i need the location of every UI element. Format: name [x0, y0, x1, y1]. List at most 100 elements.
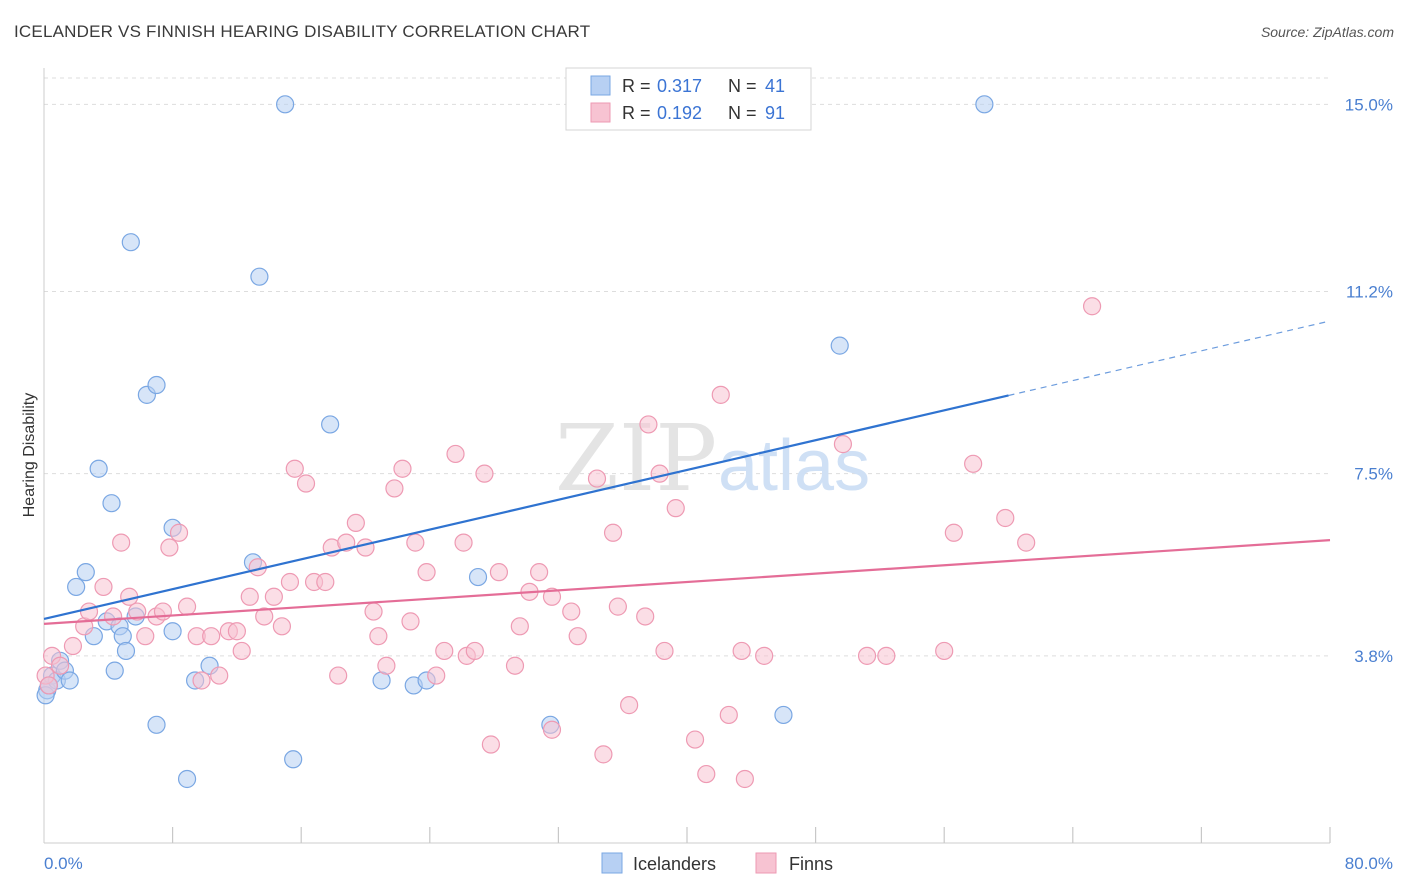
- y-tick-label: 3.8%: [1354, 647, 1393, 666]
- finn-point: [1082, 297, 1102, 316]
- legend-n-value-2: 91: [765, 103, 785, 123]
- watermark: ZIP atlas: [555, 405, 870, 512]
- finn-point: [364, 602, 383, 621]
- finn-point: [608, 597, 627, 616]
- trend-lines: [43, 320, 1331, 625]
- finn-point: [169, 523, 189, 542]
- finn-point: [944, 523, 963, 542]
- legend-swatch-icelanders: [590, 75, 611, 96]
- finn-point: [530, 563, 549, 582]
- legend-r-label-2: R =: [622, 103, 651, 123]
- finn-point: [63, 636, 83, 656]
- legend-r-value-2: 0.192: [657, 103, 702, 123]
- y-axis-label: Hearing Disability: [21, 393, 38, 518]
- icelander-point: [975, 95, 994, 114]
- icelander-point: [113, 627, 132, 646]
- legend-r-label-1: R =: [622, 76, 651, 96]
- finn-point: [655, 641, 674, 661]
- finn-point: [417, 563, 436, 582]
- axes: [43, 68, 1331, 844]
- finn-point: [719, 705, 738, 725]
- icelander-point: [163, 622, 182, 641]
- icelander-point: [121, 233, 140, 252]
- legend-swatch-finns: [590, 102, 611, 123]
- finn-point: [210, 666, 229, 685]
- y-tick-label: 11.2%: [1346, 282, 1393, 301]
- icelander-point: [147, 715, 166, 734]
- icelander-point: [276, 95, 295, 114]
- finn-point: [94, 577, 113, 597]
- finn-point: [1017, 533, 1036, 552]
- finn-point: [996, 508, 1015, 528]
- finn-point: [177, 597, 197, 616]
- finn-point: [542, 720, 562, 739]
- bottom-legend-swatch-finns: [755, 852, 777, 874]
- finn-point: [128, 602, 147, 621]
- icelander-point: [321, 415, 340, 434]
- finn-point: [296, 474, 316, 493]
- finn-point: [685, 730, 705, 749]
- finn-point: [857, 646, 877, 665]
- legend-n-value-1: 41: [765, 76, 785, 96]
- finn-point: [603, 523, 623, 542]
- finn-point: [697, 764, 716, 784]
- finn-point: [240, 587, 259, 606]
- finn-point: [935, 641, 954, 661]
- finn-trend-line: [43, 539, 1331, 625]
- icelander-point: [116, 641, 136, 661]
- data-points: [36, 95, 1102, 789]
- source-label: Source: ZipAtlas.com: [1260, 24, 1394, 40]
- icelander-point: [177, 769, 197, 789]
- finn-point: [202, 627, 221, 646]
- tick-labels: 3.8% 7.5% 11.2% 15.0% 0.0% 80.0%: [44, 95, 1393, 873]
- finn-point: [587, 469, 607, 488]
- legend-n-label-1: N =: [728, 76, 757, 96]
- finn-point: [255, 607, 274, 626]
- finn-point: [465, 641, 484, 661]
- finn-point: [39, 676, 58, 695]
- finn-point: [833, 435, 853, 454]
- finn-point: [454, 533, 473, 552]
- bottom-legend-icelanders: Icelanders: [633, 854, 716, 874]
- icelander-point: [147, 375, 166, 395]
- finn-point: [285, 459, 304, 478]
- bottom-legend-finns: Finns: [789, 854, 833, 874]
- icelander-point: [284, 750, 303, 769]
- icelander-trend-extension: [1008, 320, 1331, 397]
- finn-point: [755, 646, 774, 665]
- finn-point: [489, 563, 509, 582]
- finn-point: [475, 464, 494, 483]
- finn-point: [316, 572, 335, 592]
- finn-point: [136, 627, 155, 646]
- finn-point: [735, 769, 754, 789]
- icelander-point: [76, 563, 95, 582]
- legend: R = 0.317 N = 41 R = 0.192 N = 91: [565, 67, 812, 131]
- finn-point: [435, 641, 454, 661]
- finn-point: [369, 627, 388, 646]
- finn-point: [79, 602, 99, 621]
- finn-point: [280, 572, 300, 592]
- finn-point: [594, 745, 613, 764]
- icelander-trend-line: [43, 394, 1009, 621]
- finn-point: [50, 656, 70, 675]
- finn-point: [264, 587, 283, 606]
- finn-point: [446, 444, 465, 464]
- finn-point: [620, 696, 639, 715]
- finn-point: [406, 533, 425, 552]
- finn-point: [329, 666, 348, 685]
- finn-point: [666, 499, 685, 518]
- finn-point: [356, 538, 375, 557]
- legend-r-value-1: 0.317: [657, 76, 702, 96]
- finn-point: [510, 617, 529, 636]
- x-tick-label: 0.0%: [44, 854, 83, 873]
- finn-point: [639, 415, 658, 434]
- finn-point: [711, 385, 730, 404]
- finn-point: [393, 459, 412, 478]
- finn-point: [112, 533, 131, 552]
- icelander-point: [67, 577, 86, 597]
- icelander-point: [89, 459, 108, 478]
- finn-point: [160, 538, 179, 557]
- grid-lines: [44, 77, 1330, 657]
- legend-n-label-2: N =: [728, 103, 757, 123]
